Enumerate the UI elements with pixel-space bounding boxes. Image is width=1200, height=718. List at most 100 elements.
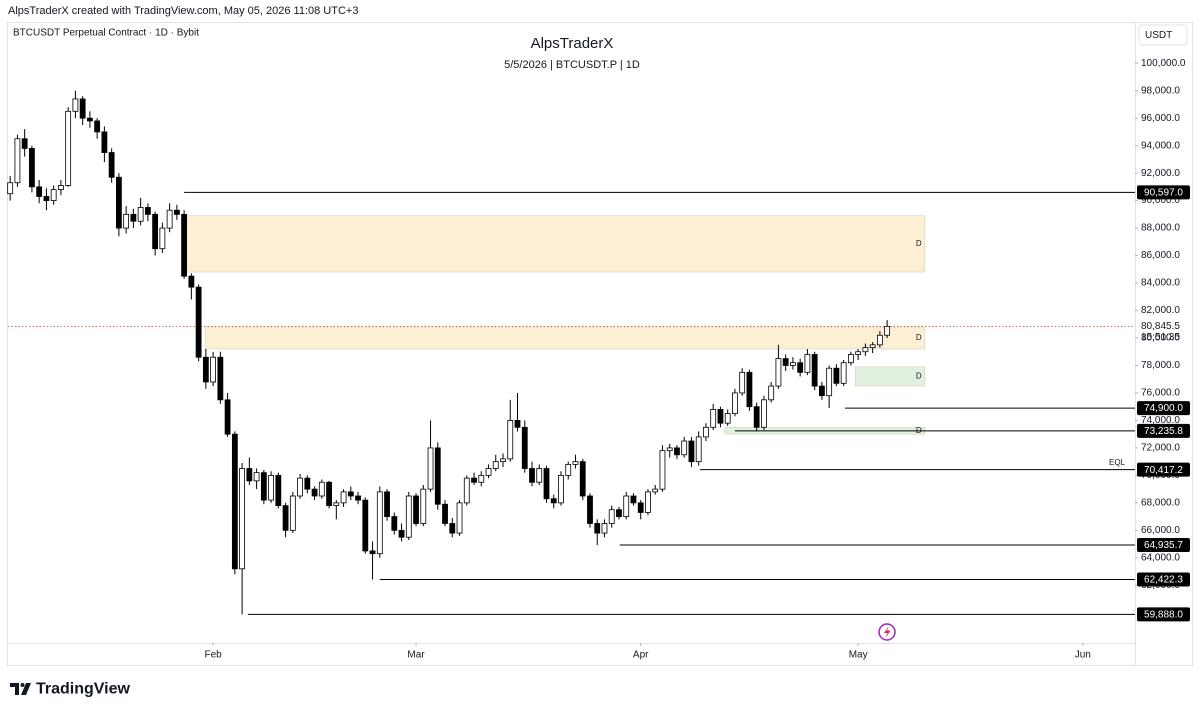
zone [183,215,926,273]
candle-body [623,495,630,518]
y-tick-label: 66,000.0 [1141,525,1180,536]
candle-body [550,498,557,504]
candle-body [514,420,521,428]
candle-body [471,477,477,483]
chart-subtitle: 5/5/2026 | BTCUSDT.P | 1D [504,59,640,71]
candle-body [311,488,318,497]
candle-body [7,182,14,195]
y-tick-label: 98,000.0 [1141,85,1180,96]
candle-body [543,468,550,500]
candle-body [536,468,543,483]
candle-body [869,344,876,349]
level-note: EQL [1109,458,1126,467]
candle-body [239,468,245,570]
candle-body [819,385,825,397]
candle-body [739,371,746,394]
candle-body [355,495,361,501]
alert-icon[interactable] [878,623,896,641]
zone-label: D [916,239,922,248]
candle-body [666,447,673,452]
level-label-box [1137,423,1190,438]
candle-body [492,461,499,469]
candle-body [43,196,50,202]
y-tick-label: 74,000.0 [1141,415,1180,426]
candle-body [253,472,260,482]
candle-body [376,491,383,555]
candle-body [558,474,564,504]
last-price-label: 80,845.5 [1141,321,1180,332]
candle-body [645,491,651,513]
candle-body [797,362,804,373]
candle-body [384,491,390,518]
brand: TradingView [36,681,131,698]
candle-body [123,213,130,229]
level-label-box [1137,537,1190,552]
candle-body [130,213,137,222]
chart-title: AlpsTraderX [531,35,614,52]
candle-body [659,450,666,490]
candle-body [260,472,267,501]
candle-body [181,213,188,277]
brand-logo [10,683,31,695]
candle-body [630,495,637,504]
x-tick-label: Mar [407,650,425,661]
level-label: 70,417.2 [1144,465,1183,476]
candle-body [790,362,796,366]
candle-body [463,477,470,504]
logo-dot [20,683,25,687]
candle-body [485,468,492,476]
candle-body [326,481,332,507]
level-label: 73,235.8 [1144,426,1183,437]
candle-body [732,392,738,414]
candle-body [195,286,202,358]
candle-body [681,440,688,456]
x-tick-label: Apr [633,650,649,661]
candle-body [231,433,238,570]
level-label: 90,597.0 [1144,188,1183,199]
candle-body [761,399,767,428]
candle-body [268,474,274,501]
level-label: 64,935.7 [1144,540,1183,551]
candle-body [14,138,21,184]
candle-body [674,447,680,456]
y-tick-label: 90,000.0 [1141,195,1180,206]
level-label-box [1137,401,1190,416]
candle-body [594,523,601,534]
credit: AlpsTraderX created with TradingView.com… [8,5,358,17]
candle-body [108,152,115,178]
y-tick-label: 84,000.0 [1141,278,1180,289]
candle-body [217,356,224,401]
currency-box [1138,24,1188,46]
candle-body [202,356,209,383]
zone [204,326,926,350]
candle-body [318,481,325,497]
candle-body [601,523,608,534]
candle-body [710,409,717,428]
candle-body [587,495,593,524]
candle-body [72,98,79,112]
candle-body [717,409,724,424]
level-label-box [1137,185,1190,200]
zone-label: D [916,333,922,342]
zone [854,366,926,387]
candle-body [94,120,101,133]
candle-body [347,491,354,497]
candle-body [188,275,195,288]
x-tick-label: Feb [204,650,222,661]
x-tick-label: Jun [1075,650,1091,661]
candle-body [746,371,753,408]
candle-body [507,420,514,460]
candle-body [137,207,144,222]
candle-body [652,488,659,493]
candle-body [768,385,775,401]
candle-body [811,354,818,387]
candle-body [695,436,702,463]
candle-body [840,362,847,384]
candle-body [166,209,173,229]
candle-body [144,207,151,215]
level-label: 59,888.0 [1144,609,1183,620]
candle-body [405,495,412,538]
y-tick-label: 82,000.0 [1141,305,1180,316]
candle-body [427,447,434,490]
candle-body [442,503,448,524]
